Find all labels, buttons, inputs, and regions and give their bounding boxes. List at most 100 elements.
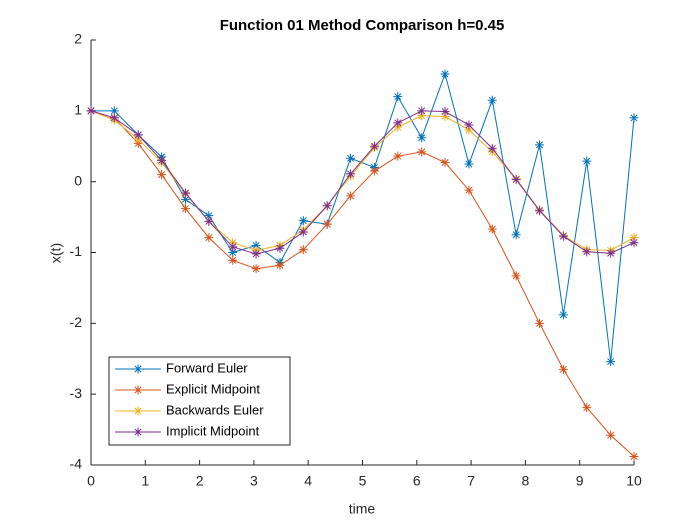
y-tick-label: -4	[70, 456, 83, 472]
data-marker	[369, 141, 379, 151]
data-marker	[464, 125, 474, 135]
legend-label: Backwards Euler	[166, 402, 264, 417]
data-marker	[228, 248, 238, 257]
legend-label: Explicit Midpoint	[166, 381, 260, 396]
legend-label: Forward Euler	[166, 360, 248, 375]
series-line	[91, 72, 635, 362]
y-tick-label: 1	[74, 102, 82, 118]
data-marker	[417, 147, 427, 157]
legend-label: Implicit Midpoint	[166, 423, 260, 438]
data-marker	[487, 224, 497, 234]
data-marker	[393, 118, 403, 128]
data-marker	[346, 153, 356, 163]
x-tick-label: 0	[87, 473, 95, 489]
data-marker	[346, 169, 356, 179]
data-marker	[298, 245, 308, 255]
data-marker	[629, 113, 639, 123]
data-marker	[629, 238, 639, 248]
x-tick-label: 7	[467, 473, 475, 489]
data-marker	[535, 140, 545, 150]
x-tick-label: 4	[304, 473, 312, 489]
data-marker	[440, 69, 450, 79]
data-marker	[440, 112, 450, 121]
data-marker	[464, 120, 474, 130]
data-marker	[86, 106, 96, 116]
legend-marker	[133, 427, 143, 437]
y-axis-label: x(t)	[48, 243, 64, 263]
data-marker	[228, 255, 238, 265]
data-marker	[298, 216, 308, 226]
data-marker	[606, 357, 616, 367]
data-marker	[606, 430, 616, 440]
data-marker	[511, 271, 521, 281]
data-marker	[275, 243, 285, 253]
x-tick-label: 9	[576, 473, 584, 489]
series-line	[90, 110, 635, 255]
legend-marker	[133, 406, 143, 416]
data-marker	[251, 240, 261, 250]
data-marker	[180, 204, 190, 214]
legend-marker	[133, 385, 143, 395]
data-marker	[417, 111, 427, 121]
series-line	[90, 110, 635, 457]
data-marker	[369, 166, 379, 176]
data-marker	[393, 92, 403, 102]
data-marker	[322, 201, 332, 211]
data-marker	[511, 175, 521, 185]
data-marker	[558, 310, 568, 320]
y-tick-label: 0	[74, 172, 82, 188]
x-tick-label: 1	[141, 473, 149, 489]
data-marker	[629, 452, 639, 461]
data-marker	[511, 230, 521, 240]
data-marker	[417, 133, 427, 143]
data-marker	[558, 231, 568, 241]
data-marker	[322, 219, 332, 229]
data-marker	[487, 95, 497, 105]
x-axis-label: time	[349, 501, 376, 517]
data-marker	[417, 106, 427, 116]
data-marker	[204, 216, 214, 226]
data-marker	[606, 248, 616, 258]
data-marker	[228, 242, 238, 252]
y-tick-label: -3	[70, 385, 83, 401]
data-marker	[180, 194, 190, 204]
data-marker	[251, 249, 261, 259]
data-marker	[204, 211, 214, 221]
y-tick-label: 2	[74, 31, 82, 47]
y-tick-label: -2	[70, 314, 83, 330]
data-marker	[275, 260, 285, 270]
data-marker	[393, 151, 403, 161]
data-marker	[535, 318, 545, 328]
data-marker	[133, 130, 143, 140]
x-tick-label: 2	[196, 473, 204, 489]
legend-marker	[133, 364, 143, 374]
data-marker	[157, 170, 167, 180]
x-tick-label: 5	[359, 473, 367, 489]
x-tick-label: 8	[522, 473, 530, 489]
data-marker	[251, 264, 261, 274]
data-marker	[440, 107, 450, 117]
data-marker	[582, 403, 592, 413]
x-tick-label: 3	[250, 473, 258, 489]
data-marker	[582, 156, 592, 166]
data-marker	[298, 227, 308, 237]
data-marker	[535, 206, 545, 216]
data-marker	[440, 158, 450, 168]
data-marker	[180, 188, 190, 198]
chart-title: Function 01 Method Comparison h=0.45	[220, 17, 505, 34]
x-tick-label: 6	[413, 473, 421, 489]
data-marker	[157, 155, 167, 165]
data-marker	[109, 106, 119, 116]
data-marker	[487, 143, 497, 153]
data-marker	[346, 191, 356, 201]
data-marker	[558, 364, 568, 374]
data-marker	[629, 233, 639, 243]
data-marker	[464, 185, 474, 195]
x-tick-label: 10	[626, 473, 642, 489]
data-marker	[582, 247, 592, 257]
y-tick-label: -1	[70, 243, 83, 259]
data-marker	[204, 233, 214, 243]
data-marker	[464, 159, 474, 169]
